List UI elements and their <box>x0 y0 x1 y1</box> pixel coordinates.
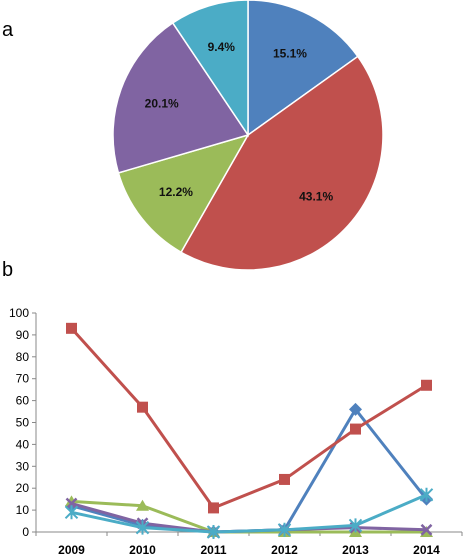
data-point <box>66 322 77 334</box>
pie-slice-label-3: 20.1% <box>145 97 179 111</box>
y-tick-label: 0 <box>22 525 29 539</box>
y-tick-label: 30 <box>16 459 30 473</box>
y-tick-label: 70 <box>16 372 30 386</box>
pie-chart: 15.1% 43.1% 12.2% 20.1% 9.4% <box>112 0 384 271</box>
data-point <box>350 423 361 435</box>
data-point <box>206 525 221 539</box>
y-tick-label: 50 <box>16 416 30 430</box>
pie-slice-label-2: 12.2% <box>159 185 193 199</box>
y-tick-label: 10 <box>16 503 30 517</box>
panel-label-a: a <box>2 19 14 41</box>
y-tick-label: 100 <box>9 306 29 320</box>
data-point <box>277 522 292 537</box>
data-point <box>349 402 362 416</box>
x-tick-label: 2014 <box>413 543 440 557</box>
x-tick-label: 2009 <box>58 543 85 557</box>
pie-slice-0 <box>247 0 359 137</box>
y-tick-label: 40 <box>16 437 30 451</box>
y-tick-label: 80 <box>16 350 30 364</box>
data-point <box>136 499 149 511</box>
series-1 <box>66 322 432 514</box>
series-line-1 <box>70 327 428 510</box>
series-line-4 <box>71 493 428 534</box>
data-point <box>137 401 148 413</box>
panel-label-b: b <box>2 259 13 281</box>
series-4 <box>64 487 434 539</box>
x-tick-label: 2011 <box>200 543 226 557</box>
data-point <box>348 518 363 533</box>
x-tick-label: 2013 <box>342 543 369 557</box>
pie-slice-4 <box>171 0 249 138</box>
data-point <box>135 520 150 535</box>
x-tick-label: 2012 <box>271 543 298 557</box>
y-tick-label: 20 <box>16 481 30 495</box>
pie-slice-label-4: 9.4% <box>208 40 236 54</box>
line-chart: 0 10 20 30 40 50 60 70 80 90 100 2009 2010 2011 2012 20… <box>9 306 463 557</box>
pie-slice-label-1: 43.1% <box>299 190 333 204</box>
data-point <box>65 497 78 510</box>
pie-slice-label-0: 15.1% <box>273 46 307 60</box>
pie-slice-1 <box>180 55 384 271</box>
y-tick-label: 90 <box>16 328 30 342</box>
pie-slice-2 <box>117 133 250 254</box>
series-line-0 <box>71 407 428 534</box>
data-point <box>421 379 432 391</box>
data-point <box>419 487 434 502</box>
data-point <box>64 505 79 520</box>
data-point <box>208 502 219 514</box>
data-point <box>279 473 290 485</box>
pie-slice-3 <box>112 21 250 174</box>
x-tick-label: 2010 <box>129 543 156 557</box>
y-tick-label: 60 <box>16 394 30 408</box>
data-point <box>420 523 433 536</box>
